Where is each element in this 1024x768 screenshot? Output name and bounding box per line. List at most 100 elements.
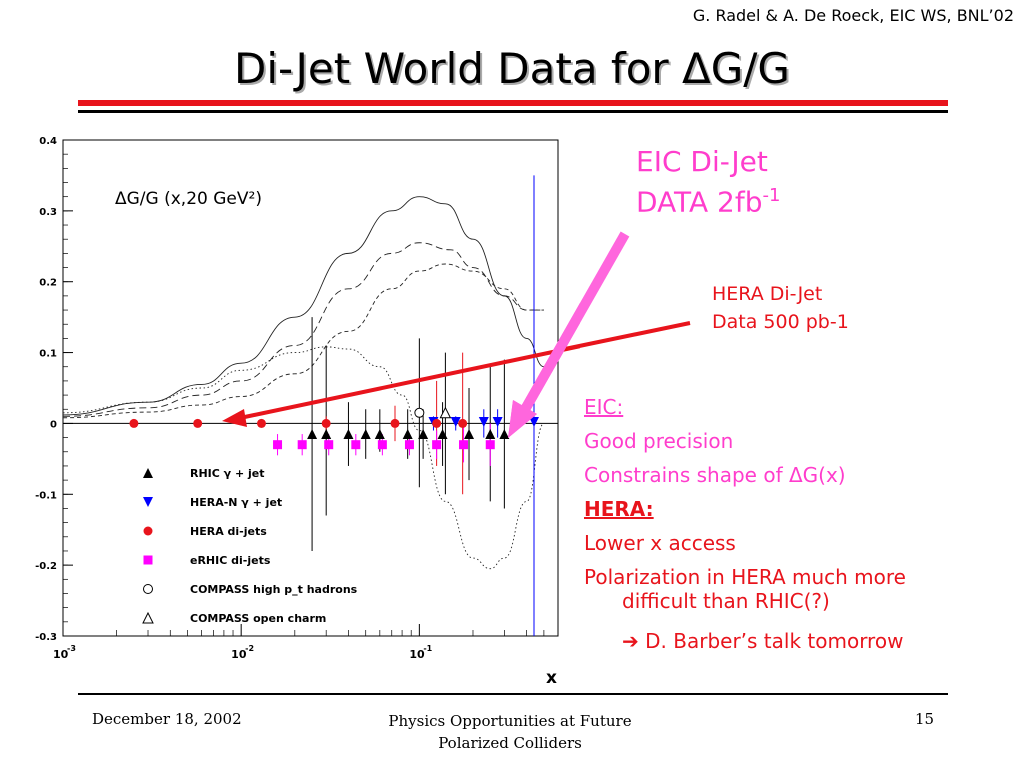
legend-marker-circle — [143, 526, 153, 536]
data-point-triangle-up — [307, 429, 318, 440]
data-point-triangle-up — [402, 429, 413, 440]
x-axis-label: x — [546, 668, 557, 688]
data-point-square — [297, 440, 307, 450]
data-point-triangle-up — [418, 429, 429, 440]
data-point-triangle-up — [360, 429, 371, 440]
arrow-right-icon: ➔ — [622, 629, 639, 653]
eic-arrow-line-outer — [518, 231, 630, 416]
data-point-circle — [458, 418, 468, 428]
data-point-triangle-down — [492, 417, 503, 428]
data-point-triangle-up — [437, 429, 448, 440]
data-point-square — [377, 440, 387, 450]
hera-arrow-head — [222, 409, 247, 427]
hera-point-2-cont: difficult than RHIC(?) — [622, 589, 830, 613]
eic-annotation-text: DATA 2fb — [636, 185, 763, 219]
slide-title: Di-Jet World Data for ΔG/G — [234, 44, 790, 93]
data-point-triangle-up — [499, 429, 510, 440]
eic-heading: EIC: — [584, 395, 624, 419]
data-point-square — [273, 440, 283, 450]
legend-label: COMPASS open charm — [190, 612, 326, 625]
data-point-circle — [432, 418, 442, 428]
hera-point-1: Lower x access — [584, 531, 736, 555]
eic-point-2: Constrains shape of ΔG(x) — [584, 463, 846, 487]
chart-title: ΔG/G (x,20 GeV²) — [115, 189, 262, 209]
data-point-triangle-open — [439, 406, 452, 419]
x-tick-exponent: -3 — [67, 644, 76, 653]
title-underline-red — [78, 100, 948, 106]
y-tick-label: -0.1 — [35, 490, 57, 501]
author-credit: G. Radel & A. De Roeck, EIC WS, BNL’02 — [692, 6, 1014, 25]
legend-label: HERA di-jets — [190, 525, 267, 538]
footer-center: Physics Opportunities at Future Polarize… — [360, 710, 660, 754]
y-tick-label: 0.2 — [39, 278, 57, 289]
data-point-square — [432, 440, 442, 450]
hera-point-2: Polarization in HERA much more — [584, 565, 906, 589]
data-point-circle-open — [414, 407, 425, 418]
hera-annotation-line1: HERA Di-Jet — [712, 283, 823, 305]
data-point-square — [324, 440, 334, 450]
y-tick-label: 0.4 — [39, 136, 57, 147]
footer-date: December 18, 2002 — [92, 710, 242, 728]
plot-frame — [62, 139, 559, 637]
y-tick-label: 0.1 — [39, 349, 57, 360]
y-tick-label: 0 — [50, 419, 57, 430]
hera-arrow-line-outer — [559, 321, 691, 352]
data-point-triangle-down — [528, 417, 539, 428]
dijet-chart: 0.40.30.20.10-0.1-0.2-0.310-3 10-2 10-1 ΔG… — [35, 136, 580, 688]
x-tick-exponent: -1 — [423, 644, 432, 653]
hera-point-3: ➔ D. Barber’s talk tomorrow — [584, 624, 906, 658]
data-point-triangle-up — [374, 429, 385, 440]
legend-label: RHIC γ + jet — [190, 467, 265, 480]
data-point-triangle-up — [321, 429, 332, 440]
data-point-square — [485, 440, 495, 450]
data-point-triangle-down — [450, 417, 461, 428]
legend-marker-triangle-up — [143, 468, 153, 478]
data-point-circle — [321, 418, 331, 428]
legend-label: COMPASS high p_t hadrons — [190, 583, 358, 596]
eic-annotation-sup: -1 — [762, 185, 781, 206]
data-point-triangle-down — [478, 417, 489, 428]
data-point-circle — [193, 418, 203, 428]
data-point-circle — [256, 418, 266, 428]
legend-marker-triangle-down — [143, 497, 153, 507]
footer-center-line2: Polarized Colliders — [438, 734, 582, 752]
x-tick-exponent: -2 — [245, 644, 254, 653]
legend-marker-triangle-open — [142, 611, 154, 624]
footer-rule — [78, 693, 948, 695]
data-point-square — [459, 440, 469, 450]
eic-arrow-head-outer — [508, 400, 537, 438]
eic-annotation-line2: DATA 2fb-1 — [636, 179, 780, 219]
theory-curve-dotted — [63, 346, 545, 570]
data-point-square — [351, 440, 361, 450]
theory-curve-solid — [63, 196, 545, 416]
arrow-overlay — [508, 231, 691, 438]
theory-curve-short-dash — [63, 263, 544, 419]
data-point-circle — [129, 418, 139, 428]
y-tick-label: 0.3 — [39, 207, 57, 218]
data-point-triangle-up — [464, 429, 475, 440]
hera-annotation-line2: Data 500 pb-1 — [712, 311, 849, 333]
hera-heading: HERA: — [584, 497, 654, 521]
page-number: 15 — [915, 710, 935, 728]
title-underline-black — [78, 110, 948, 113]
legend-label: eRHIC di-jets — [190, 554, 271, 567]
legend-marker-circle-open — [143, 584, 153, 594]
eic-annotation-line1: EIC Di-Jet — [636, 145, 768, 178]
x-tick-label: 10 — [409, 648, 425, 661]
eic-annotation: EIC Di-Jet DATA 2fb-1 — [636, 145, 780, 219]
legend-label: HERA-N γ + jet — [190, 496, 282, 509]
hera-arrow-line — [239, 344, 580, 420]
bullet-list: EIC: Good precision Constrains shape of … — [584, 390, 906, 658]
data-point-triangle-up — [485, 429, 496, 440]
hera-point-3-text: D. Barber’s talk tomorrow — [645, 629, 904, 653]
hera-annotation: HERA Di-Jet Data 500 pb-1 — [712, 280, 849, 336]
eic-point-1: Good precision — [584, 429, 734, 453]
y-tick-label: -0.2 — [35, 561, 57, 572]
theory-curve-long-dash — [63, 242, 544, 417]
footer-center-line1: Physics Opportunities at Future — [388, 712, 632, 730]
y-tick-label: -0.3 — [35, 632, 57, 643]
data-point-circle — [390, 418, 400, 428]
data-point-triangle-up — [343, 429, 354, 440]
x-tick-label: 10 — [231, 648, 247, 661]
x-tick-label: 10 — [53, 648, 69, 661]
